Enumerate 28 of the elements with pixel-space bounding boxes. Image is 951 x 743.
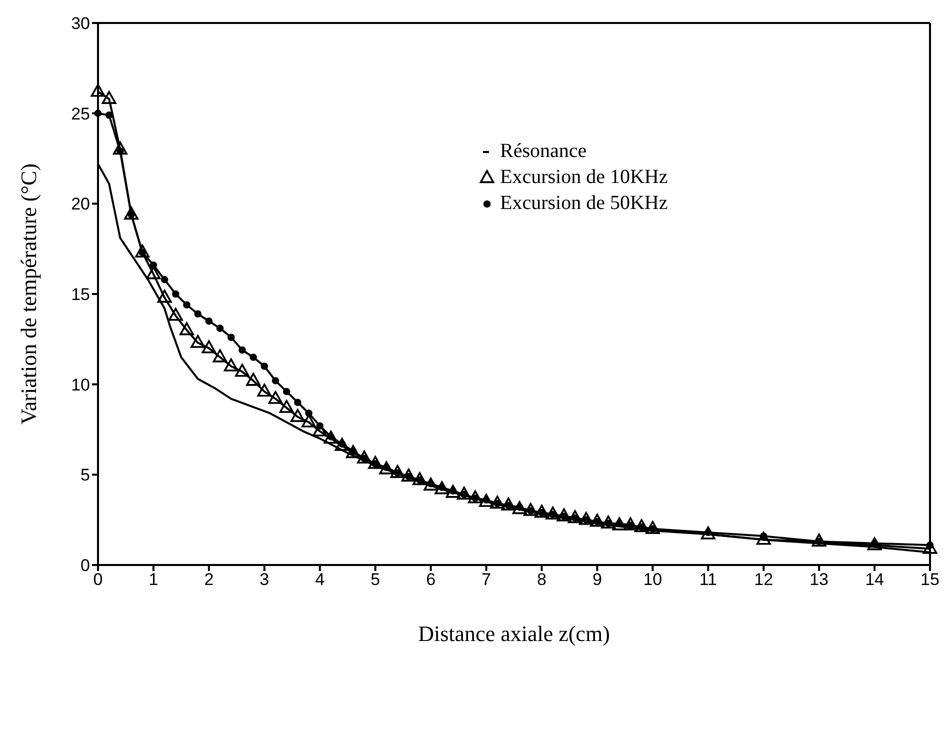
legend-label: Excursion de 10KHz xyxy=(500,165,668,190)
x-tick-label: 1 xyxy=(148,570,158,590)
x-tick-label: 7 xyxy=(482,570,491,590)
x-tick-label: 0 xyxy=(93,570,103,590)
legend-label: Résonance xyxy=(500,139,587,164)
y-tick-label: 0 xyxy=(80,556,90,576)
y-tick-label: 15 xyxy=(71,285,90,304)
x-tick-label: 12 xyxy=(754,570,774,590)
y-axis-title: Variation de température (°C) xyxy=(16,163,41,425)
x-tick-label: 6 xyxy=(426,570,436,590)
x-axis-title: Distance axiale z(cm) xyxy=(418,621,610,646)
x-tick-label: 5 xyxy=(370,570,380,590)
x-tick-label: 10 xyxy=(643,570,662,590)
x-tick-label: 15 xyxy=(920,570,940,590)
y-tick-label: 20 xyxy=(71,194,90,214)
x-tick-label: 3 xyxy=(260,570,270,590)
x-tick-label: 14 xyxy=(865,570,884,590)
y-tick-label: 30 xyxy=(71,14,90,34)
y-tick-label: 25 xyxy=(71,104,90,124)
x-tick-label: 2 xyxy=(204,570,214,590)
x-tick-label: 4 xyxy=(315,570,325,590)
x-tick-label: 11 xyxy=(699,570,717,590)
y-tick-label: 5 xyxy=(80,466,90,485)
x-tick-label: 13 xyxy=(810,570,829,590)
legend-label: Excursion de 50KHz xyxy=(500,191,668,216)
x-tick-label: 8 xyxy=(537,570,546,590)
x-tick-label: 9 xyxy=(592,570,602,590)
y-tick-label: 10 xyxy=(71,375,90,394)
